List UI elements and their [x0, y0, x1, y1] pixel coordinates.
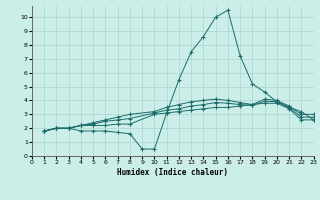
- X-axis label: Humidex (Indice chaleur): Humidex (Indice chaleur): [117, 168, 228, 177]
